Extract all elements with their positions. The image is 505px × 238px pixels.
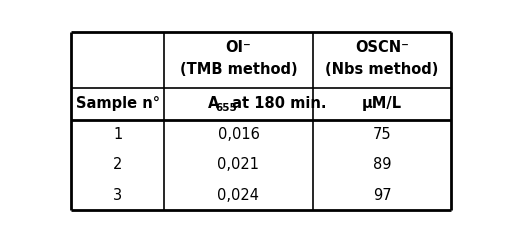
Text: (Nbs method): (Nbs method)	[325, 62, 438, 77]
Text: OSCN⁻: OSCN⁻	[355, 40, 408, 55]
Text: 655: 655	[215, 103, 236, 113]
Text: 0,024: 0,024	[217, 188, 259, 203]
Text: 1: 1	[113, 127, 122, 142]
Text: at 180 min.: at 180 min.	[226, 96, 326, 111]
Text: Sample n°: Sample n°	[76, 96, 160, 111]
Text: 89: 89	[372, 157, 390, 172]
Text: 3: 3	[113, 188, 122, 203]
Text: 0,016: 0,016	[217, 127, 259, 142]
Text: OI⁻: OI⁻	[225, 40, 251, 55]
Text: 2: 2	[113, 157, 122, 172]
Text: μM/L: μM/L	[361, 96, 401, 111]
Text: 0,021: 0,021	[217, 157, 259, 172]
Text: (TMB method): (TMB method)	[179, 62, 297, 77]
Text: 75: 75	[372, 127, 390, 142]
Text: 97: 97	[372, 188, 390, 203]
Text: A: A	[208, 96, 219, 111]
